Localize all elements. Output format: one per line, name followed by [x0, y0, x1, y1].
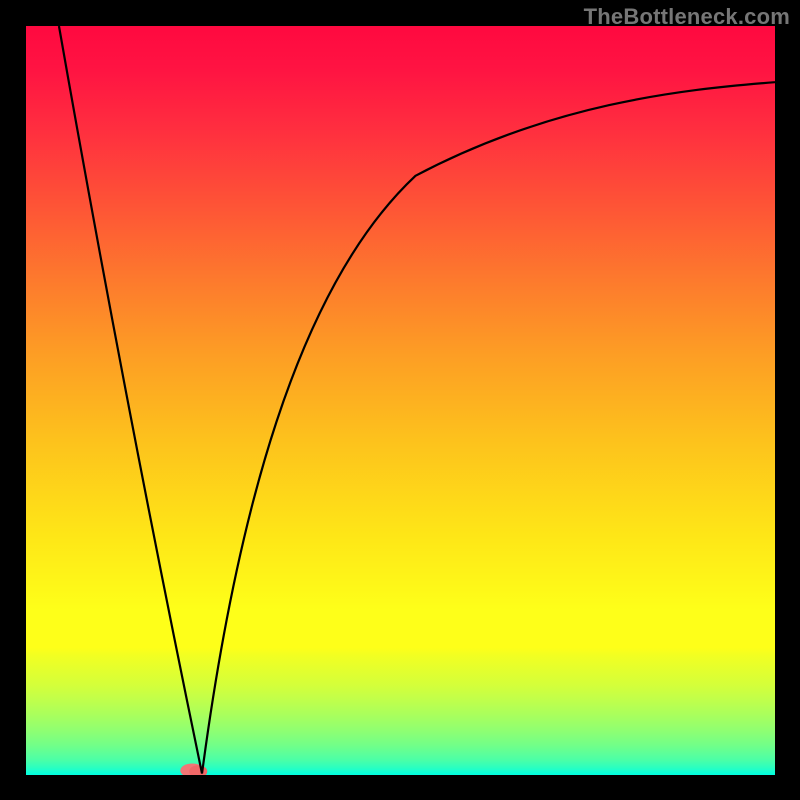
watermark-text: TheBottleneck.com [584, 4, 790, 30]
plot-background [26, 26, 775, 775]
stage: TheBottleneck.com [0, 0, 800, 800]
bottleneck-chart [0, 0, 800, 800]
